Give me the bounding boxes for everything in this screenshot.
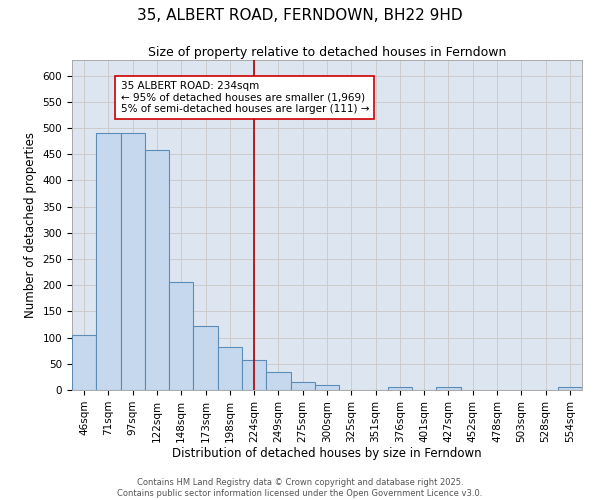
Bar bbox=[315, 385, 339, 390]
X-axis label: Distribution of detached houses by size in Ferndown: Distribution of detached houses by size … bbox=[172, 448, 482, 460]
Bar bbox=[145, 150, 169, 390]
Bar bbox=[388, 388, 412, 390]
Text: 35, ALBERT ROAD, FERNDOWN, BH22 9HD: 35, ALBERT ROAD, FERNDOWN, BH22 9HD bbox=[137, 8, 463, 22]
Bar bbox=[558, 388, 582, 390]
Bar bbox=[96, 134, 121, 390]
Bar bbox=[436, 388, 461, 390]
Bar bbox=[72, 335, 96, 390]
Y-axis label: Number of detached properties: Number of detached properties bbox=[24, 132, 37, 318]
Bar bbox=[266, 372, 290, 390]
Text: Contains HM Land Registry data © Crown copyright and database right 2025.
Contai: Contains HM Land Registry data © Crown c… bbox=[118, 478, 482, 498]
Bar bbox=[290, 382, 315, 390]
Bar bbox=[193, 326, 218, 390]
Bar bbox=[169, 282, 193, 390]
Bar bbox=[218, 347, 242, 390]
Title: Size of property relative to detached houses in Ferndown: Size of property relative to detached ho… bbox=[148, 46, 506, 59]
Text: 35 ALBERT ROAD: 234sqm
← 95% of detached houses are smaller (1,969)
5% of semi-d: 35 ALBERT ROAD: 234sqm ← 95% of detached… bbox=[121, 81, 369, 114]
Bar bbox=[121, 134, 145, 390]
Bar bbox=[242, 360, 266, 390]
